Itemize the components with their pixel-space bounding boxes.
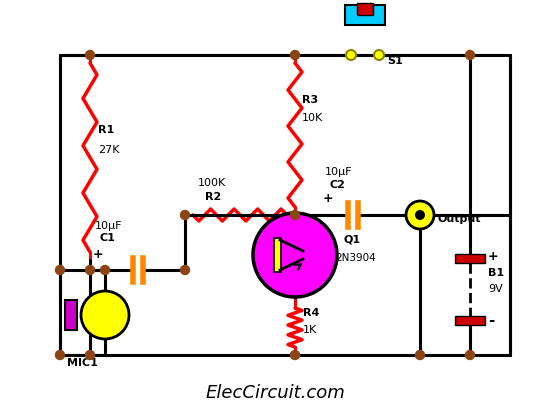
Text: 27K: 27K xyxy=(98,145,119,155)
Circle shape xyxy=(253,213,337,297)
Circle shape xyxy=(85,351,95,360)
Text: 10μF: 10μF xyxy=(95,221,123,231)
Text: 10μF: 10μF xyxy=(325,167,353,177)
Circle shape xyxy=(465,351,475,360)
Bar xyxy=(455,316,485,325)
Text: R4: R4 xyxy=(303,308,320,318)
Text: +: + xyxy=(109,292,120,306)
Bar xyxy=(455,254,485,263)
Text: C2: C2 xyxy=(330,180,346,190)
Bar xyxy=(345,5,385,25)
Bar xyxy=(65,300,77,330)
Circle shape xyxy=(56,351,64,360)
Text: 100K: 100K xyxy=(198,178,226,188)
Circle shape xyxy=(85,265,95,274)
Circle shape xyxy=(406,201,434,229)
Text: -: - xyxy=(488,312,494,328)
Bar xyxy=(357,3,373,15)
Text: C1: C1 xyxy=(100,233,116,243)
Circle shape xyxy=(56,265,64,274)
Circle shape xyxy=(180,265,190,274)
Circle shape xyxy=(415,351,425,360)
Circle shape xyxy=(290,211,300,220)
Text: B1: B1 xyxy=(488,268,504,278)
Circle shape xyxy=(85,50,95,59)
Text: R1: R1 xyxy=(98,125,114,135)
Text: S1: S1 xyxy=(387,56,403,66)
Circle shape xyxy=(101,265,109,274)
Text: MIC1: MIC1 xyxy=(67,358,98,368)
Text: ElecCircuit.com: ElecCircuit.com xyxy=(205,384,345,402)
Text: +: + xyxy=(93,247,103,261)
Circle shape xyxy=(415,210,425,220)
Circle shape xyxy=(290,351,300,360)
Text: +: + xyxy=(488,250,499,263)
Text: 10K: 10K xyxy=(302,113,323,123)
Text: Output: Output xyxy=(438,214,481,224)
Text: R3: R3 xyxy=(302,95,318,105)
Text: -: - xyxy=(109,328,116,342)
Circle shape xyxy=(180,211,190,220)
Circle shape xyxy=(346,50,356,60)
Bar xyxy=(273,238,281,272)
Circle shape xyxy=(290,50,300,59)
Circle shape xyxy=(374,50,384,60)
Text: 9V: 9V xyxy=(488,284,503,294)
Circle shape xyxy=(81,291,129,339)
Text: 2N3904: 2N3904 xyxy=(335,253,376,263)
Text: 1K: 1K xyxy=(303,325,317,335)
Text: R2: R2 xyxy=(205,192,221,202)
Text: +: + xyxy=(323,193,334,205)
Circle shape xyxy=(465,50,475,59)
Text: Q1: Q1 xyxy=(343,235,360,245)
